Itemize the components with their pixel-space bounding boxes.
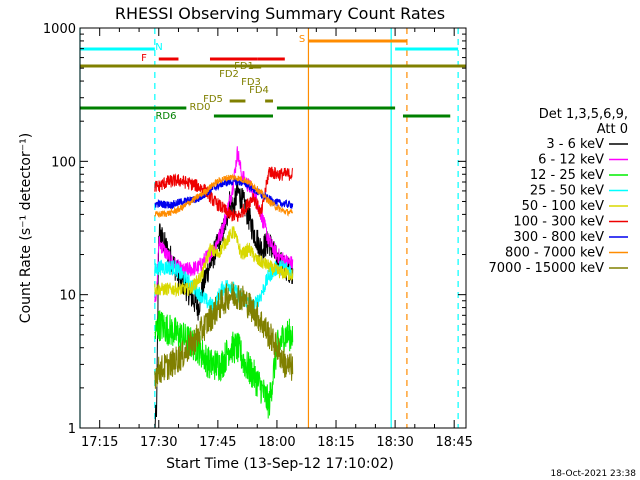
- series-line-7: [154, 173, 294, 218]
- flag-label-fd2: FD2: [219, 69, 239, 80]
- y-tick-label: 100: [51, 155, 76, 170]
- plot-frame: [79, 27, 467, 429]
- x-tick-label: 18:15: [317, 435, 354, 450]
- x-tick-label: 17:45: [199, 435, 236, 450]
- flag-label-fd5: FD5: [203, 94, 223, 105]
- legend-header-line-1: Det 1,3,5,6,9,: [539, 107, 628, 122]
- legend-entry-label: 300 - 800 keV: [513, 230, 604, 245]
- series-line-6: [154, 177, 294, 210]
- series-line-5: [154, 166, 293, 222]
- flag-label-fd4: FD4: [249, 85, 269, 96]
- flag-label-f: F: [141, 53, 147, 64]
- legend-entry-label: 50 - 100 keV: [522, 199, 605, 214]
- legend-entry-label: 7000 - 15000 keV: [489, 261, 605, 276]
- legend-entry-label: 100 - 300 keV: [513, 215, 604, 230]
- x-tick-label: 18:00: [258, 435, 295, 450]
- y-tick-label: 1000: [43, 22, 76, 37]
- plot-area: NSFFD1FD2FD3FD4FD5RD0RD6: [79, 28, 466, 429]
- x-axis: 17:15 17:30 17:45 18:00 18:15 18:30 18:45: [79, 28, 473, 450]
- chart-title: RHESSI Observing Summary Count Rates: [115, 4, 445, 23]
- y-axis-label: Count Rate (s⁻¹ detector⁻¹): [18, 133, 34, 323]
- legend-entry-label: 25 - 50 keV: [530, 184, 604, 199]
- legend-entry-label: 3 - 6 keV: [546, 137, 604, 152]
- flag-label-s: S: [299, 34, 305, 45]
- legend-header-line-2: Att 0: [597, 122, 628, 137]
- x-tick-label: 18:30: [376, 435, 413, 450]
- x-tick-label: 18:45: [435, 435, 472, 450]
- timestamp: 18-Oct-2021 23:38: [551, 469, 637, 479]
- x-tick-label: 17:30: [140, 435, 177, 450]
- legend-entry-label: 800 - 7000 keV: [505, 246, 604, 261]
- flag-label-fd3: FD3: [241, 77, 261, 88]
- x-tick-label: 17:15: [81, 435, 118, 450]
- flag-label-rd0: RD0: [189, 102, 210, 113]
- series-line-8: [154, 281, 294, 389]
- x-axis-label: Start Time (13-Sep-12 17:10:02): [166, 456, 394, 472]
- flag-label-n: N: [155, 42, 162, 53]
- series-line-3: [154, 259, 294, 316]
- legend-entry-label: 12 - 25 keV: [530, 168, 604, 183]
- y-axis: 1 10 100 1000: [43, 22, 466, 437]
- series-line-2: [154, 310, 294, 419]
- y-tick-label: 1: [68, 422, 76, 437]
- series-line-4: [154, 226, 294, 298]
- legend-entry-label: 6 - 12 keV: [538, 153, 604, 168]
- y-tick-label: 10: [59, 289, 76, 304]
- flag-label-rd6: RD6: [155, 111, 176, 122]
